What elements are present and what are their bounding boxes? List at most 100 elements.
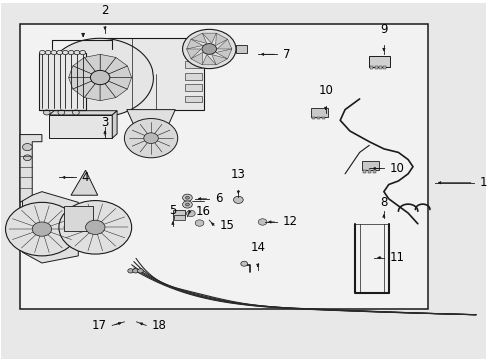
- Circle shape: [124, 118, 177, 158]
- Polygon shape: [211, 55, 227, 65]
- Text: 12: 12: [283, 216, 297, 229]
- Polygon shape: [186, 39, 203, 49]
- Polygon shape: [71, 170, 98, 195]
- Text: 17: 17: [91, 319, 106, 332]
- Polygon shape: [49, 111, 117, 115]
- Circle shape: [143, 133, 158, 144]
- Circle shape: [51, 50, 57, 55]
- Bar: [184, 84, 202, 91]
- Circle shape: [62, 50, 68, 55]
- Polygon shape: [104, 58, 127, 74]
- Circle shape: [59, 201, 131, 254]
- Circle shape: [80, 50, 85, 55]
- Circle shape: [90, 70, 110, 85]
- Polygon shape: [202, 55, 216, 65]
- Bar: [367, 170, 370, 173]
- Polygon shape: [73, 58, 95, 74]
- Bar: [310, 108, 327, 117]
- Text: 10: 10: [318, 84, 332, 97]
- Text: 1: 1: [478, 176, 486, 189]
- Bar: [184, 73, 202, 80]
- Bar: [374, 67, 377, 69]
- Polygon shape: [186, 49, 201, 59]
- Text: 15: 15: [220, 219, 234, 232]
- Circle shape: [127, 269, 133, 273]
- Circle shape: [137, 269, 143, 273]
- Circle shape: [58, 110, 64, 115]
- Circle shape: [43, 110, 50, 115]
- Bar: [174, 215, 184, 220]
- Text: 5: 5: [169, 204, 176, 217]
- Polygon shape: [47, 38, 153, 117]
- Circle shape: [258, 219, 266, 225]
- Polygon shape: [73, 81, 95, 98]
- Circle shape: [57, 50, 62, 55]
- Text: 4: 4: [81, 171, 89, 184]
- Circle shape: [45, 50, 51, 55]
- Circle shape: [240, 261, 247, 266]
- Bar: [20, 24, 427, 309]
- Polygon shape: [104, 81, 127, 98]
- Bar: [378, 67, 381, 69]
- Bar: [383, 67, 386, 69]
- Bar: [184, 50, 202, 57]
- Circle shape: [5, 202, 78, 256]
- Text: 7: 7: [283, 48, 290, 61]
- Bar: [368, 56, 389, 67]
- Bar: [40, 53, 85, 109]
- Circle shape: [185, 203, 189, 206]
- Polygon shape: [49, 115, 112, 138]
- Circle shape: [186, 210, 195, 217]
- Bar: [21, 25, 425, 308]
- Polygon shape: [108, 66, 131, 77]
- Polygon shape: [84, 54, 100, 72]
- Circle shape: [185, 196, 189, 199]
- Circle shape: [40, 50, 45, 55]
- Polygon shape: [202, 33, 216, 43]
- Bar: [321, 117, 325, 119]
- Polygon shape: [217, 39, 231, 49]
- Polygon shape: [20, 135, 42, 202]
- Polygon shape: [107, 38, 204, 109]
- Bar: [361, 161, 378, 170]
- Polygon shape: [190, 53, 203, 65]
- Circle shape: [68, 50, 74, 55]
- Polygon shape: [100, 84, 116, 101]
- Circle shape: [72, 110, 79, 115]
- Circle shape: [202, 44, 216, 54]
- Bar: [184, 96, 202, 103]
- Text: 2: 2: [101, 4, 108, 17]
- Circle shape: [182, 30, 235, 69]
- Bar: [311, 117, 315, 119]
- Circle shape: [195, 220, 203, 226]
- Polygon shape: [100, 54, 116, 72]
- Text: 6: 6: [215, 192, 222, 205]
- Polygon shape: [215, 49, 231, 59]
- Text: 18: 18: [152, 319, 166, 332]
- Circle shape: [85, 220, 105, 234]
- Text: 13: 13: [230, 168, 245, 181]
- Circle shape: [32, 222, 52, 236]
- Circle shape: [182, 201, 192, 208]
- Text: 9: 9: [379, 23, 387, 36]
- Bar: [173, 210, 184, 217]
- Circle shape: [22, 144, 32, 150]
- Bar: [235, 45, 246, 53]
- Polygon shape: [190, 33, 206, 43]
- Bar: [369, 67, 372, 69]
- Circle shape: [132, 269, 138, 273]
- Polygon shape: [126, 109, 175, 131]
- Bar: [63, 206, 93, 231]
- Circle shape: [182, 194, 192, 201]
- Bar: [184, 62, 202, 68]
- Text: 14: 14: [250, 241, 264, 254]
- Bar: [372, 170, 375, 173]
- Text: 11: 11: [389, 251, 404, 264]
- Bar: [362, 170, 366, 173]
- Text: 3: 3: [101, 116, 108, 129]
- Polygon shape: [68, 66, 92, 77]
- Text: 10: 10: [389, 162, 404, 175]
- Bar: [316, 117, 320, 119]
- Polygon shape: [112, 111, 117, 138]
- Polygon shape: [215, 33, 227, 45]
